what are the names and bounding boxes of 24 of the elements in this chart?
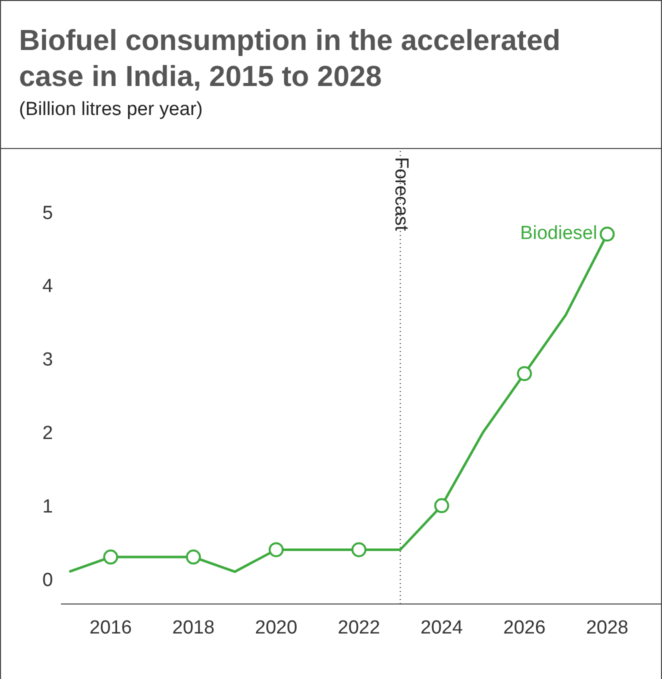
x-tick-label: 2024	[420, 617, 464, 638]
chart-subtitle: (Billion litres per year)	[19, 99, 204, 121]
y-tick-label: 2	[42, 423, 53, 444]
x-tick-label: 2016	[90, 617, 132, 638]
ref-line-label: Forecast	[390, 157, 412, 232]
y-tick-label: 0	[42, 570, 53, 591]
x-tick-label: 2018	[172, 617, 215, 638]
point	[186, 550, 201, 565]
chart-title: Biofuel consumption in the accelerated case in India, 2015 to 2028	[19, 24, 562, 95]
y-tick-label: 3	[42, 350, 53, 371]
point	[351, 542, 366, 558]
x-tick-label: 2022	[338, 617, 380, 638]
y-tick-label: 1	[42, 496, 53, 518]
point	[103, 550, 118, 565]
point	[516, 366, 532, 382]
x-tick-label: 2020	[255, 617, 298, 638]
x-tick-label: 2028	[586, 617, 628, 638]
point	[600, 226, 615, 242]
y-tick-label: 4	[42, 276, 54, 298]
y-tick-label: 5	[42, 202, 53, 224]
point	[434, 498, 450, 514]
point	[268, 542, 284, 558]
x-tick-label: 2026	[503, 617, 546, 638]
series-label: Biodiesel	[520, 223, 598, 244]
